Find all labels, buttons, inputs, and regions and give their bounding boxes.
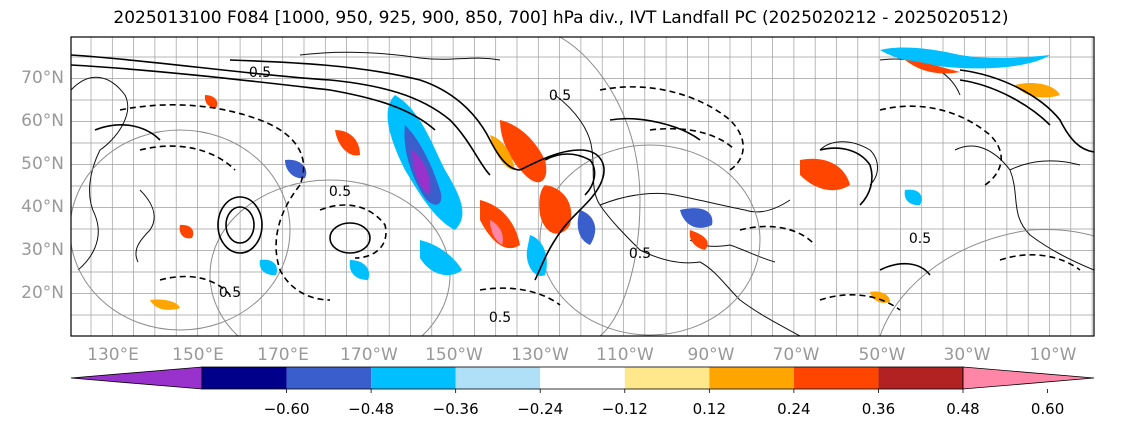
lat-label: 50°N xyxy=(21,154,64,174)
colorbar-swatch xyxy=(793,367,879,389)
contour-label: 0.5 xyxy=(909,231,931,247)
colorbar-tick-label: 0.48 xyxy=(946,400,979,418)
map-panel xyxy=(71,37,1094,336)
lat-label: 40°N xyxy=(21,197,64,217)
colorbar-swatch xyxy=(962,366,1095,390)
dashed-contours xyxy=(119,86,1081,311)
colorbar-tick-label: −0.48 xyxy=(348,400,394,418)
coastlines xyxy=(71,51,1094,336)
colorbar-swatch xyxy=(286,367,372,389)
solid-contours xyxy=(71,54,1094,281)
colorbar-tick-label: −0.24 xyxy=(517,400,563,418)
colorbar-tick-label: 0.12 xyxy=(693,400,726,418)
gray-circle-lines xyxy=(71,37,1094,336)
divergence-shading xyxy=(150,47,1060,310)
lon-label: 30°W xyxy=(944,345,991,365)
lat-label: 30°N xyxy=(21,240,64,260)
contour-label: 0.5 xyxy=(329,184,351,200)
colorbar-tick-label: −0.60 xyxy=(264,400,310,418)
colorbar-swatch xyxy=(202,367,287,389)
colorbar-border xyxy=(201,366,964,390)
contour-label: 0.5 xyxy=(549,88,571,104)
lon-label: 90°W xyxy=(688,345,735,365)
colorbar-tick-label: 0.24 xyxy=(777,400,810,418)
colorbar: −0.60 −0.48 −0.36 −0.24 −0.12 0.12 0.24 0.36 0.4… xyxy=(70,366,1095,418)
colorbar-swatch xyxy=(540,367,625,389)
lon-label: 150°W xyxy=(425,345,483,365)
colorbar-swatch xyxy=(878,367,963,389)
contour-label: 0.5 xyxy=(489,310,511,326)
contour-label: 0.5 xyxy=(219,285,241,301)
lat-label: 70°N xyxy=(21,68,64,88)
lat-label: 20°N xyxy=(21,283,64,303)
colorbar-swatch xyxy=(624,367,710,389)
colorbar-swatch xyxy=(70,366,203,390)
map-title: 2025013100 F084 [1000, 950, 925, 900, 85… xyxy=(113,8,1009,28)
lon-label: 50°W xyxy=(859,345,906,365)
colorbar-tick-label: −0.36 xyxy=(433,400,479,418)
lat-label: 60°N xyxy=(21,111,64,131)
lon-label: 170°E xyxy=(257,345,309,365)
contour-label: 0.5 xyxy=(629,246,651,262)
colorbar-swatch xyxy=(709,367,794,389)
lon-label: 10°W xyxy=(1030,345,1077,365)
lon-label: 150°E xyxy=(172,345,224,365)
colorbar-swatch xyxy=(371,367,456,389)
lon-label: 110°W xyxy=(596,345,654,365)
lon-label: 170°W xyxy=(340,345,398,365)
contour-label: 0.5 xyxy=(249,65,271,81)
lon-label: 70°W xyxy=(773,345,820,365)
colorbar-tick-label: 0.60 xyxy=(1031,400,1064,418)
colorbar-swatch xyxy=(455,367,541,389)
lon-label: 130°W xyxy=(511,345,569,365)
lon-label: 130°E xyxy=(87,345,139,365)
colorbar-tick-label: −0.12 xyxy=(602,400,648,418)
colorbar-tick-label: 0.36 xyxy=(862,400,895,418)
map-border xyxy=(70,36,1095,337)
